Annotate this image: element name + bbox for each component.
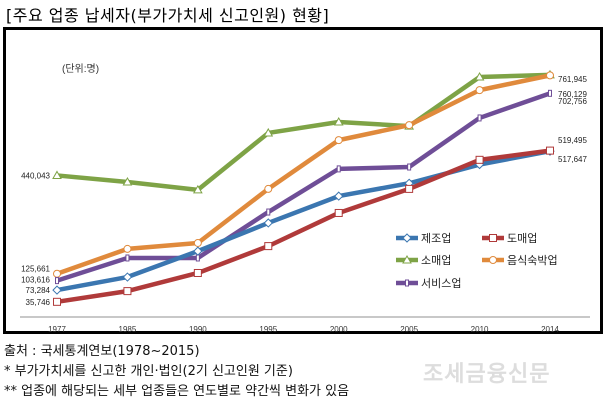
- data-point: [122, 272, 133, 282]
- data-point: [334, 191, 344, 201]
- data-point: [546, 146, 554, 155]
- end-value-label: 760,129: [558, 90, 587, 99]
- series-line: [56, 72, 551, 193]
- x-tick-label: 1985: [119, 325, 137, 334]
- series-line: [56, 148, 551, 293]
- data-point: [405, 121, 414, 130]
- legend-item: 소매업: [396, 254, 451, 267]
- data-point: [193, 246, 203, 256]
- x-tick-label: 1990: [189, 325, 207, 334]
- legend-item: 도매업: [482, 232, 537, 245]
- series-3: [53, 71, 554, 278]
- data-point: [52, 170, 62, 179]
- data-point: [193, 238, 202, 247]
- x-tick-label: 2014: [541, 325, 559, 334]
- data-point: [334, 208, 343, 217]
- data-point: [477, 114, 482, 122]
- data-point: [263, 127, 274, 137]
- series-1: [53, 146, 554, 306]
- series-0: [52, 146, 555, 295]
- data-point: [52, 285, 62, 295]
- data-point: [193, 268, 202, 277]
- data-point: [546, 71, 554, 80]
- data-point: [53, 297, 61, 306]
- footnote-2: ** 업종에 해당되는 세부 업종들은 연도별로 약간씩 변화가 있음: [4, 384, 350, 399]
- data-point: [264, 184, 273, 193]
- x-tick-label: 2005: [400, 325, 418, 334]
- data-point: [402, 233, 412, 243]
- chart-title: [주요 업종 납세자(부가가치세 신고인원) 현황]: [6, 6, 330, 25]
- legend-label: 제조업: [421, 232, 451, 245]
- start-value-label: 440,043: [21, 171, 50, 180]
- x-tick-label: 2010: [471, 325, 489, 334]
- x-tick-label: 1995: [259, 325, 277, 334]
- series-4: [55, 89, 552, 285]
- data-point: [489, 256, 497, 264]
- legend-label: 도매업: [507, 232, 537, 245]
- start-value-label: 35,746: [26, 298, 51, 307]
- end-value-label: 517,647: [558, 155, 587, 164]
- series-line: [56, 91, 551, 283]
- start-value-label: 103,616: [21, 276, 50, 285]
- data-point: [336, 165, 341, 173]
- end-value-label: 761,945: [558, 75, 587, 84]
- data-point: [405, 184, 414, 193]
- end-value-label: 519,495: [558, 136, 587, 145]
- data-point: [53, 269, 61, 278]
- data-point: [195, 254, 200, 262]
- data-point: [264, 242, 273, 251]
- data-point: [548, 89, 552, 97]
- footnote-1: * 부가가치세를 신고한 개인·법인(2기 신고인원 기준): [4, 364, 293, 379]
- data-point: [333, 116, 344, 126]
- source-note: 출처 : 국세통계연보(1978~2015): [4, 344, 200, 359]
- data-point: [405, 279, 409, 287]
- data-point: [263, 218, 273, 228]
- legend-label: 소매업: [421, 254, 451, 267]
- series-line: [56, 148, 551, 305]
- series-line: [56, 73, 551, 276]
- data-point: [125, 254, 130, 262]
- data-point: [192, 184, 203, 194]
- data-point: [122, 177, 133, 186]
- x-tick-label: 2000: [330, 325, 348, 334]
- legend-item: 서비스업: [396, 277, 461, 290]
- start-value-label: 125,661: [21, 265, 50, 274]
- data-point: [489, 234, 497, 242]
- data-point: [407, 163, 412, 171]
- data-point: [55, 277, 59, 285]
- data-point: [475, 155, 484, 164]
- unit-label: (단위:명): [62, 62, 99, 75]
- watermark-logo: 조세금융신문: [423, 362, 551, 387]
- data-point: [334, 136, 343, 145]
- data-point: [123, 287, 132, 296]
- data-point: [475, 86, 484, 95]
- legend-label: 서비스업: [421, 277, 461, 290]
- x-tick-label: 1977: [48, 325, 66, 334]
- start-value-label: 73,284: [26, 286, 51, 295]
- end-value-label: 702,756: [558, 97, 587, 106]
- data-point: [402, 254, 412, 264]
- legend-item: 제조업: [396, 232, 451, 245]
- legend-label: 음식숙박업: [507, 254, 558, 267]
- data-point: [266, 208, 271, 216]
- legend-item: 음식숙박업: [482, 254, 558, 267]
- data-point: [474, 71, 485, 81]
- data-point: [123, 244, 132, 253]
